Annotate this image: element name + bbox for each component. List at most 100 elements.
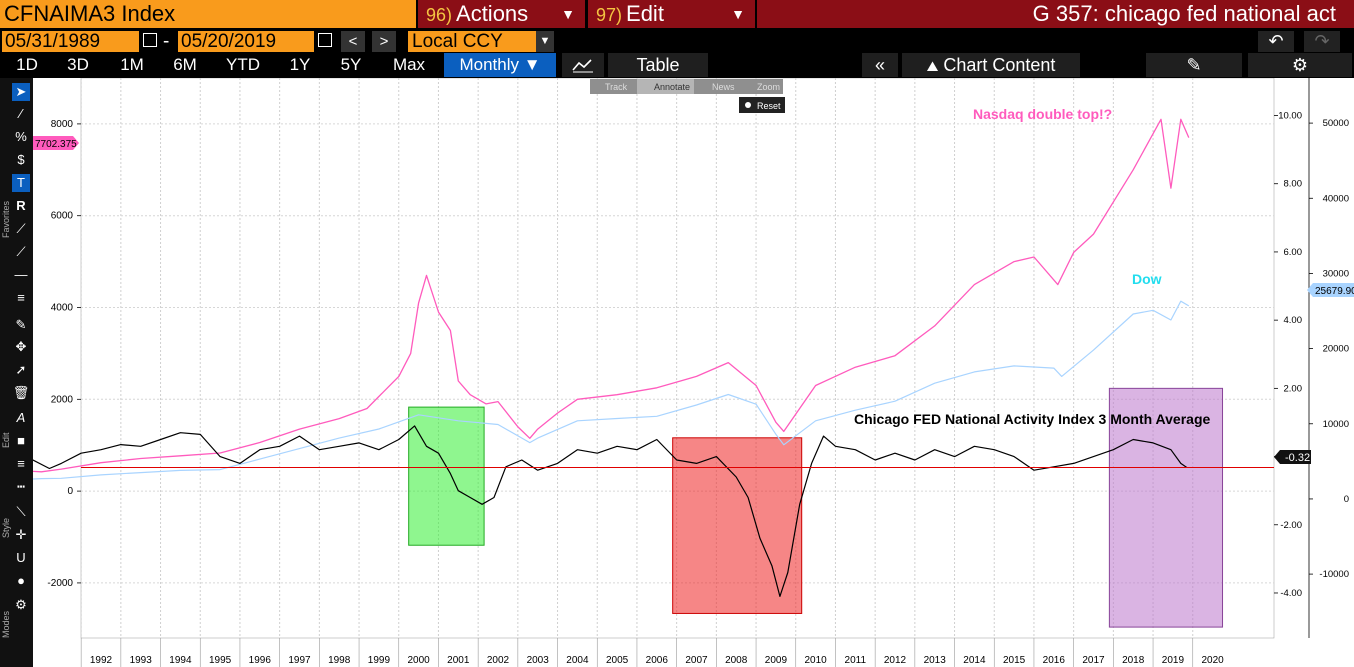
right-inner-tick-label: -2.00 xyxy=(1280,520,1302,531)
fill-color-icon[interactable]: ■ xyxy=(17,433,25,448)
period-1y[interactable]: 1Y xyxy=(289,55,311,74)
purple-highlight-box xyxy=(1108,387,1224,628)
period-row: 1D 3D 1M 6M YTD 1Y 5Y Max Monthly ▼ Tabl… xyxy=(0,53,1354,77)
chart-area[interactable]: 1992 1993 1994 1995 1996 1997 1998 1999 2000 2001… xyxy=(33,78,1354,667)
currency-select[interactable]: Local CCY ▼ xyxy=(408,31,554,52)
period-3d[interactable]: 3D xyxy=(67,55,89,74)
right-inner-tick-label: 10.00 xyxy=(1278,111,1302,122)
edit-group-label: Edit xyxy=(1,432,11,448)
chart-type-icon[interactable] xyxy=(562,53,604,77)
dow-annotation[interactable]: Dow xyxy=(1132,271,1162,287)
left-tick-label: -2000 xyxy=(47,578,73,589)
track-button[interactable]: Track xyxy=(605,82,628,92)
x-tick-label: 2013 xyxy=(924,655,947,666)
right-inner-tick-label: -4.00 xyxy=(1280,588,1302,599)
start-date-field[interactable]: 05/31/1989 xyxy=(2,31,139,52)
cfnai-last-value: -0.32 xyxy=(1285,452,1310,464)
trash-icon[interactable]: 🗑 xyxy=(12,385,30,400)
previous-period-button[interactable]: < xyxy=(341,31,365,52)
table-button[interactable]: Table xyxy=(608,53,708,77)
x-tick-label: 2008 xyxy=(725,655,748,666)
chevron-down-icon: ▼ xyxy=(561,6,575,22)
modes-group-label: Modes xyxy=(1,610,11,638)
right-outer-tick-label: -10000 xyxy=(1319,569,1349,580)
actions-menu[interactable]: 96) Actions ▼ xyxy=(418,0,585,28)
end-date-field[interactable]: 05/20/2019 xyxy=(178,31,314,52)
right-outer-tick-label: 30000 xyxy=(1323,268,1349,279)
palette-icon[interactable]: ● xyxy=(17,573,25,588)
date-range-row: 05/31/1989 - 05/20/2019 < > Local CCY ▼ … xyxy=(0,29,1354,53)
toolbar-settings-icon[interactable]: ⚙ xyxy=(15,597,27,612)
pencil-icon[interactable]: ✎ xyxy=(15,317,27,332)
period-ytd[interactable]: YTD xyxy=(226,55,260,74)
x-tick-label: 1994 xyxy=(169,655,192,666)
percent-tool-icon[interactable]: % xyxy=(15,129,27,144)
chart-mini-toolbar: Track Annotate News Zoom Reset xyxy=(590,79,785,113)
right-inner-tick-label: 8.00 xyxy=(1284,179,1303,190)
calendar-icon[interactable] xyxy=(318,33,332,47)
nasdaq-annotation[interactable]: Nasdaq double top!? xyxy=(973,106,1112,122)
horizontal-line-icon[interactable]: — xyxy=(14,267,28,282)
right-inner-tick-label: 6.00 xyxy=(1284,247,1303,258)
annotate-button[interactable]: Annotate xyxy=(654,82,690,92)
regression-tool-icon[interactable]: R xyxy=(16,198,26,213)
period-1d[interactable]: 1D xyxy=(16,55,38,74)
chevron-down-icon[interactable]: ▼ xyxy=(536,31,554,52)
edit-menu[interactable]: 97) Edit ▼ xyxy=(588,0,755,28)
x-tick-label: 2019 xyxy=(1162,655,1185,666)
security-ticker[interactable]: CFNAIMA3 Index xyxy=(0,0,416,28)
reset-icon xyxy=(745,102,751,108)
zoom-button[interactable]: Zoom xyxy=(757,82,780,92)
move-icon[interactable]: ✥ xyxy=(15,339,27,354)
right-outer-tick-label: 20000 xyxy=(1323,344,1349,355)
annotation-line-icon[interactable]: ∕ xyxy=(19,106,23,121)
left-tick-label: 0 xyxy=(67,486,73,497)
collapse-icon[interactable]: « xyxy=(862,53,898,77)
x-tick-label: 1993 xyxy=(130,655,153,666)
line-dash-icon[interactable]: ┅ xyxy=(17,479,25,494)
x-tick-label: 2018 xyxy=(1122,655,1145,666)
select-arrow-icon[interactable]: ➚ xyxy=(15,362,27,377)
channel-icon[interactable]: ≡ xyxy=(17,290,25,305)
frequency-select[interactable]: Monthly ▼ xyxy=(444,53,556,77)
settings-gear-icon[interactable]: ⚙ xyxy=(1248,53,1352,77)
style-group-label: Style xyxy=(1,517,11,538)
redo-icon[interactable]: ↷ xyxy=(1304,31,1340,52)
line-style-icon[interactable]: ≡ xyxy=(17,456,25,471)
cfnai-annotation[interactable]: Chicago FED National Activity Index 3 Mo… xyxy=(854,411,1210,427)
edit-menu-label: Edit xyxy=(626,1,664,26)
period-5y[interactable]: 5Y xyxy=(340,55,362,74)
nasdaq-last-value: 7702.375 xyxy=(35,139,77,150)
trendline-icon[interactable]: ⟋ xyxy=(16,221,26,236)
period-max[interactable]: Max xyxy=(392,55,426,74)
x-tick-label: 2006 xyxy=(646,655,669,666)
dow-last-value: 25679.90 xyxy=(1315,286,1354,297)
calendar-icon[interactable] xyxy=(143,33,157,47)
actions-menu-label: Actions xyxy=(456,1,529,26)
axes: 1992 1993 1994 1995 1996 1997 1998 1999 2000 2001… xyxy=(47,78,1349,667)
x-tick-label: 2017 xyxy=(1082,655,1105,666)
news-button[interactable]: News xyxy=(712,82,735,92)
x-tick-label: 1995 xyxy=(209,655,232,666)
reset-button[interactable]: Reset xyxy=(757,101,781,111)
x-tick-label: 1992 xyxy=(90,655,113,666)
x-tick-label: 1997 xyxy=(288,655,311,666)
edit-chart-icon[interactable]: ✎ xyxy=(1146,53,1242,77)
period-1m[interactable]: 1M xyxy=(120,55,144,74)
font-style-icon[interactable]: A xyxy=(16,410,26,425)
x-tick-label: 2015 xyxy=(1003,655,1026,666)
undo-icon[interactable]: ↶ xyxy=(1258,31,1294,52)
period-6m[interactable]: 6M xyxy=(173,55,197,74)
pointer-icon[interactable]: ➤ xyxy=(12,83,30,101)
ray-line-icon[interactable]: ⟋ xyxy=(16,244,26,259)
magnet-icon[interactable]: U xyxy=(16,550,26,565)
crosshair-icon[interactable]: ✛ xyxy=(15,527,27,542)
chart-content-button[interactable]: ⛰ Chart Content xyxy=(902,53,1080,77)
dollar-tool-icon[interactable]: $ xyxy=(17,152,25,167)
x-tick-label: 1998 xyxy=(328,655,351,666)
next-period-button[interactable]: > xyxy=(372,31,396,52)
right-outer-tick-label: 10000 xyxy=(1323,419,1349,430)
dow-last-value-tag: 25679.90 xyxy=(1307,283,1354,297)
text-tool-icon[interactable]: T xyxy=(12,174,30,192)
eraser-icon[interactable]: ⟍ xyxy=(16,504,26,519)
